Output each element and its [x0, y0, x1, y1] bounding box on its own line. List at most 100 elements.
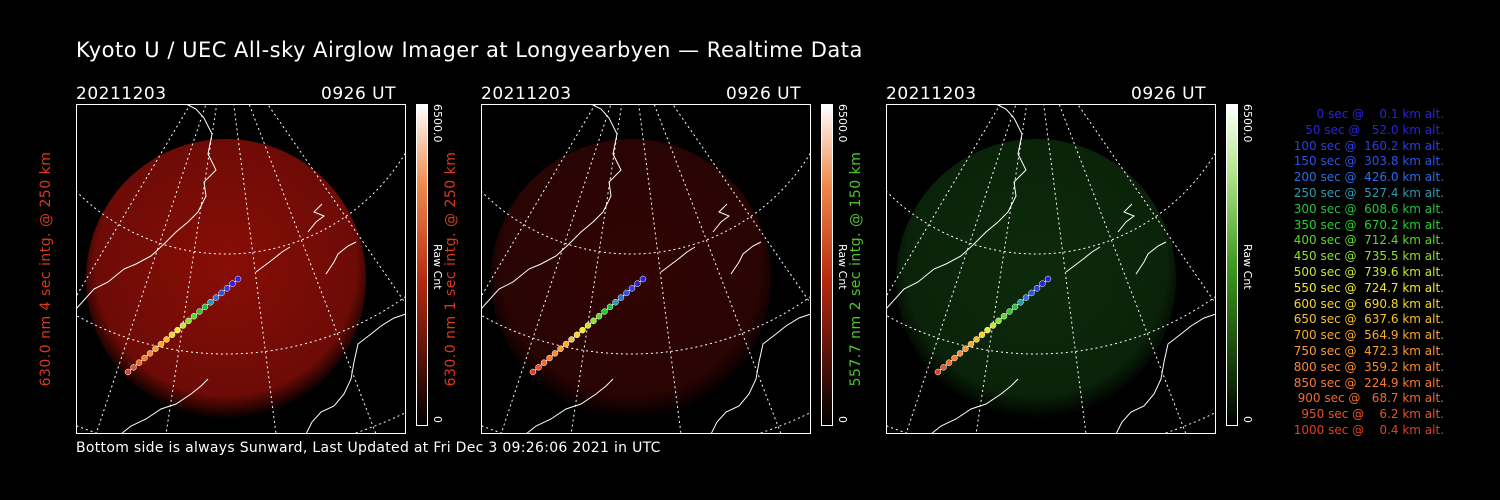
panel-ylabel: 630.0 nm 1 sec intg. @ 250 km [443, 151, 459, 387]
meridian-line [233, 104, 277, 434]
trajectory-point [1039, 280, 1046, 287]
trajectory-point [1000, 312, 1008, 320]
trajectory-point [141, 354, 148, 362]
trajectory-point [1044, 275, 1052, 283]
allsky-map [76, 104, 406, 434]
trajectory-point [634, 280, 641, 287]
airglow-image [491, 139, 771, 419]
trajectory-point [163, 336, 170, 343]
trajectory-point [218, 289, 225, 297]
trajectory-point [934, 368, 942, 376]
trajectory-point [639, 275, 647, 283]
legend-entry: 500 sec @ 739.6 km alt. [1289, 264, 1444, 279]
trajectory-point [229, 280, 236, 287]
trajectory-point [212, 294, 220, 301]
meridian-line [975, 104, 1028, 434]
coastline [886, 104, 1027, 310]
trajectory-point [174, 326, 181, 334]
colorbar-min: 0 [1241, 416, 1254, 423]
trajectory-point [940, 364, 947, 371]
trajectory-point [579, 326, 586, 334]
airglow-image [896, 139, 1176, 419]
colorbar-min: 0 [836, 416, 849, 423]
trajectory-point [562, 340, 570, 348]
meridian-line [76, 104, 191, 298]
legend-entry: 700 sec @ 564.9 km alt. [1289, 328, 1444, 343]
imager-panel: 20211203 0926 UT 630.0 nm 1 sec intg. @ … [443, 84, 881, 434]
meridian-line [638, 104, 682, 434]
trajectory-point [168, 331, 176, 339]
trajectory-point [962, 345, 969, 352]
trajectory-point [135, 359, 143, 366]
trajectory-point [995, 317, 1002, 325]
trajectory-point [130, 364, 137, 371]
coastline [255, 246, 291, 273]
colorbar-label: Raw Cnt [836, 244, 849, 290]
trajectory-point [1028, 289, 1035, 297]
plot-frame [886, 104, 1216, 434]
panel-date: 20211203 [481, 84, 572, 104]
coastline [325, 241, 357, 275]
coastline [305, 313, 406, 434]
meridian-line [165, 104, 218, 434]
imager-panel: 20211203 0926 UT 557.7 nm 2 sec intg. @ … [848, 84, 1286, 434]
trajectory-point [590, 317, 597, 325]
legend-entry: 400 sec @ 712.4 km alt. [1289, 233, 1444, 248]
meridian-line [905, 104, 1017, 434]
trajectory-point [1033, 285, 1041, 292]
trajectory-point [1011, 303, 1019, 311]
trajectory-point [207, 299, 214, 306]
legend-entry: 800 sec @ 359.2 km alt. [1289, 359, 1444, 374]
trajectory-legend: 0 sec @ 0.1 km alt. 50 sec @ 52.0 km alt… [1290, 107, 1444, 439]
trajectory-point [967, 340, 975, 348]
legend-entry: 650 sec @ 637.6 km alt. [1289, 312, 1444, 327]
legend-entry: 200 sec @ 426.0 km alt. [1289, 170, 1444, 185]
legend-entry: 600 sec @ 690.8 km alt. [1289, 296, 1444, 311]
legend-entry: 900 sec @ 68.7 km alt. [1293, 391, 1444, 406]
trajectory-point [945, 359, 953, 366]
legend-entry: 0 sec @ 0.1 km alt. [1305, 107, 1444, 121]
trajectory-point [529, 368, 537, 376]
trajectory-point [606, 303, 614, 311]
legend-entry: 950 sec @ 6.2 km alt. [1297, 407, 1444, 422]
trajectory-point [535, 364, 542, 371]
panel-ylabel: 557.7 nm 2 sec intg. @ 150 km [848, 151, 864, 387]
panel-ylabel: 630.0 nm 4 sec intg. @ 250 km [38, 151, 54, 387]
coastline [525, 378, 614, 434]
trajectory-point [595, 312, 603, 320]
plot-frame [481, 104, 811, 434]
legend-entry: 300 sec @ 608.6 km alt. [1289, 201, 1444, 216]
colorbar-max: 6500.0 [1241, 104, 1254, 143]
airglow-image [86, 139, 366, 419]
colorbar-max: 6500.0 [431, 104, 444, 143]
trajectory-point [157, 340, 165, 348]
panel-date: 20211203 [76, 84, 167, 104]
legend-entry: 250 sec @ 527.4 km alt. [1289, 185, 1444, 200]
trajectory-point [146, 350, 154, 357]
meridian-line [570, 104, 623, 434]
coastline [120, 378, 209, 434]
meridian-line [1043, 104, 1087, 434]
coastline [1135, 241, 1167, 275]
colorbar-max: 6500.0 [836, 104, 849, 143]
trajectory-point [546, 354, 553, 362]
trajectory-point [190, 312, 198, 320]
trajectory-point [584, 322, 592, 329]
legend-entry: 450 sec @ 735.5 km alt. [1289, 249, 1444, 264]
trajectory-point [951, 354, 958, 362]
trajectory-point [617, 294, 625, 301]
coastline [1115, 313, 1216, 434]
trajectory-point [196, 308, 203, 315]
legend-entry: 550 sec @ 724.7 km alt. [1289, 280, 1444, 295]
panel-time: 0926 UT [726, 84, 801, 104]
latitude-circle [76, 295, 406, 355]
panel-time: 0926 UT [1131, 84, 1206, 104]
legend-entry: 750 sec @ 472.3 km alt. [1289, 343, 1444, 358]
allsky-map [886, 104, 1216, 434]
colorbar-min: 0 [431, 416, 444, 423]
plot-frame [76, 104, 406, 434]
meridian-line [500, 104, 612, 434]
meridian-line [886, 104, 1001, 298]
coastline [712, 203, 731, 233]
trajectory-point [573, 331, 581, 339]
